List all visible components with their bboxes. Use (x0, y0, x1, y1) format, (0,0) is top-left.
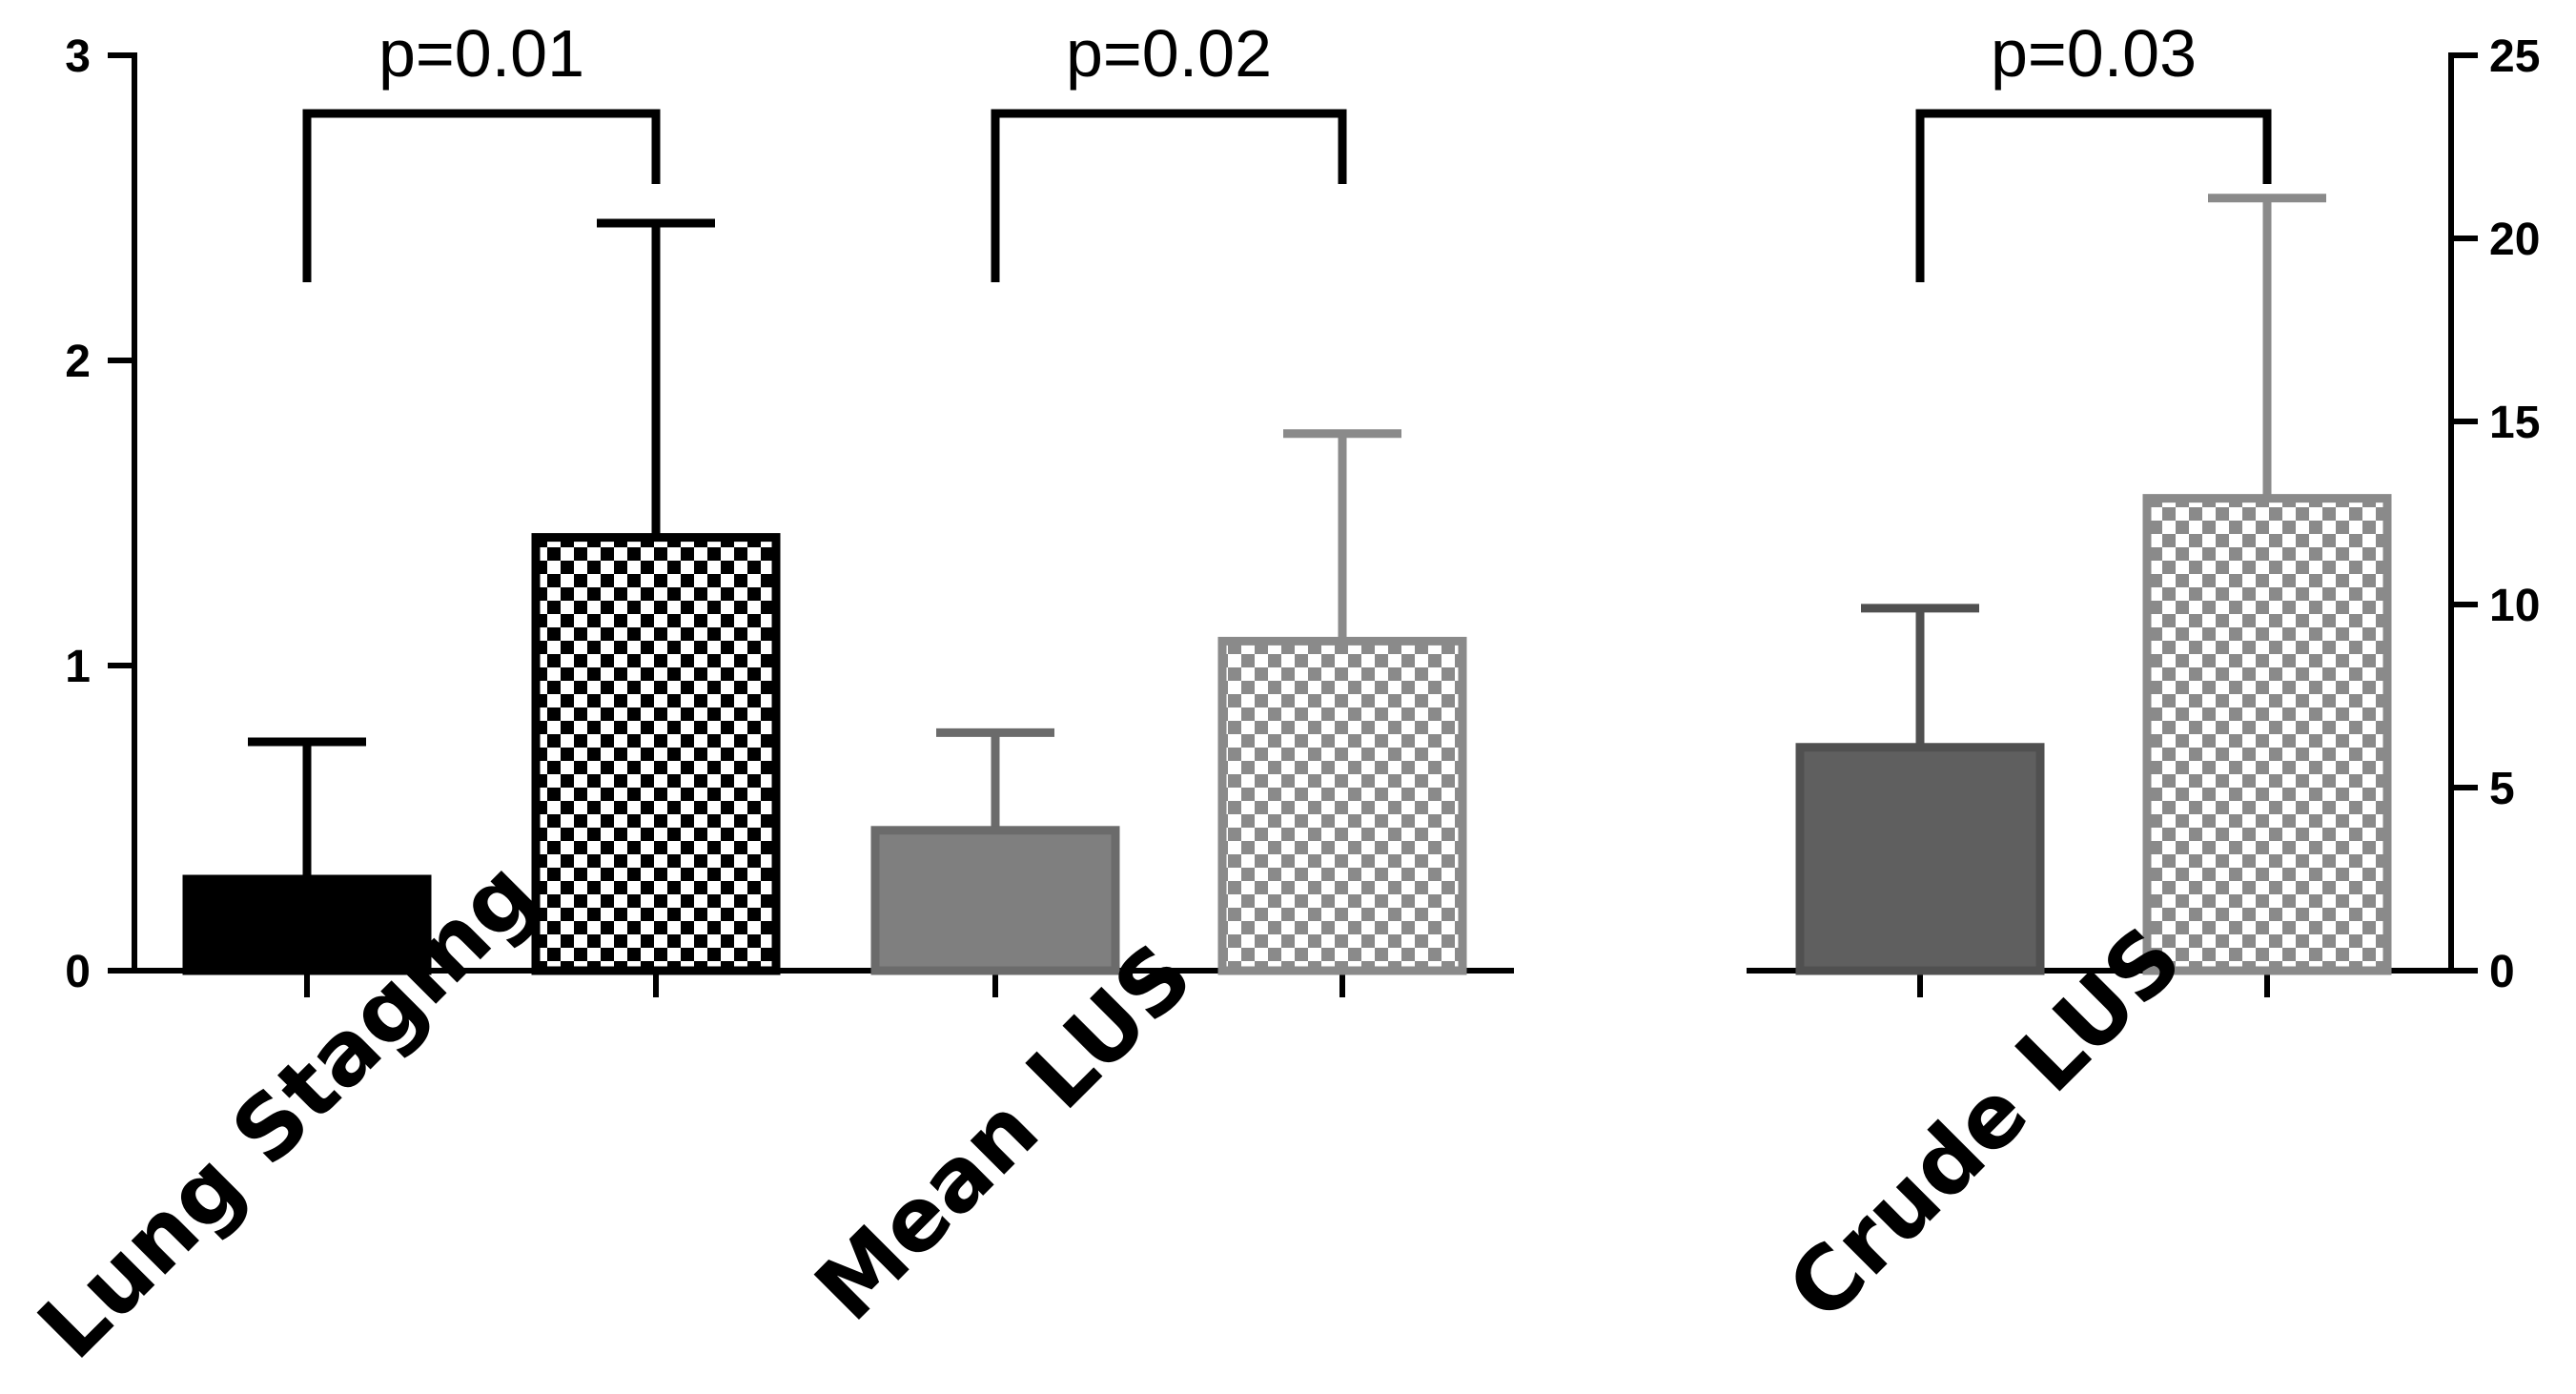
category-label: Mean LUS (796, 924, 1212, 1340)
right-y-tick-label: 10 (2489, 581, 2540, 631)
bar (531, 533, 781, 975)
left-y-tick-label: 0 (65, 947, 91, 997)
left-y-tick-label: 1 (65, 642, 91, 692)
bar (1795, 743, 2045, 975)
right-y-tick-label: 0 (2489, 947, 2515, 997)
left-y-tick-label: 2 (65, 337, 91, 387)
right-y-tick-label: 25 (2489, 31, 2540, 82)
p-value-label: p=0.03 (1991, 16, 2197, 91)
left-y-tick-label: 3 (65, 31, 91, 82)
p-value-label: p=0.02 (1066, 16, 1272, 91)
right-y-tick-label: 15 (2489, 398, 2540, 448)
bar (1217, 636, 1467, 975)
p-value-label: p=0.01 (378, 16, 584, 91)
bar (870, 826, 1120, 975)
bar (2142, 494, 2392, 975)
significance-bracket (991, 109, 1347, 282)
significance-bracket (1915, 109, 2272, 282)
right-y-tick-label: 5 (2489, 764, 2515, 814)
bar (182, 874, 432, 975)
bars (182, 194, 2392, 975)
right-y-tick-label: 20 (2489, 215, 2540, 265)
significance-bracket (302, 109, 661, 282)
